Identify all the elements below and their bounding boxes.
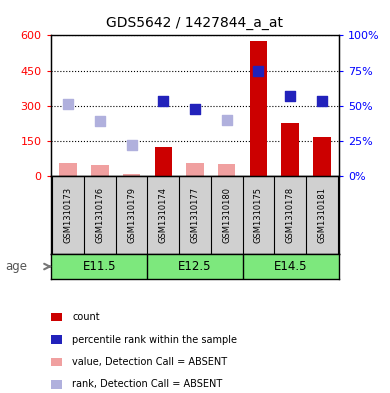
Text: GSM1310178: GSM1310178 xyxy=(285,187,294,243)
Text: E11.5: E11.5 xyxy=(83,260,117,273)
Bar xyxy=(91,165,108,176)
Text: GDS5642 / 1427844_a_at: GDS5642 / 1427844_a_at xyxy=(106,16,284,30)
Bar xyxy=(123,174,140,176)
Point xyxy=(97,118,103,124)
Point xyxy=(192,106,198,112)
Point xyxy=(255,67,262,73)
Text: E14.5: E14.5 xyxy=(273,260,307,273)
Text: rank, Detection Call = ABSENT: rank, Detection Call = ABSENT xyxy=(72,379,222,389)
Text: GSM1310174: GSM1310174 xyxy=(159,187,168,243)
Text: GSM1310176: GSM1310176 xyxy=(96,187,105,243)
Bar xyxy=(250,41,267,176)
Bar xyxy=(282,123,299,176)
Text: GSM1310180: GSM1310180 xyxy=(222,187,231,243)
Point xyxy=(287,93,293,99)
Text: GSM1310179: GSM1310179 xyxy=(127,187,136,243)
Text: GSM1310173: GSM1310173 xyxy=(64,187,73,243)
Text: GSM1310181: GSM1310181 xyxy=(317,187,326,243)
Point xyxy=(128,142,135,149)
Text: GSM1310177: GSM1310177 xyxy=(190,187,200,243)
Point xyxy=(160,98,167,104)
Bar xyxy=(186,163,204,176)
Text: E12.5: E12.5 xyxy=(178,260,212,273)
Text: GSM1310175: GSM1310175 xyxy=(254,187,263,243)
Bar xyxy=(218,164,236,176)
Bar xyxy=(313,137,331,176)
Text: count: count xyxy=(72,312,100,322)
Text: percentile rank within the sample: percentile rank within the sample xyxy=(72,334,237,345)
Point xyxy=(319,98,325,104)
Text: value, Detection Call = ABSENT: value, Detection Call = ABSENT xyxy=(72,357,227,367)
Point xyxy=(223,117,230,123)
Text: age: age xyxy=(5,260,27,273)
Point xyxy=(65,101,71,108)
Bar xyxy=(154,147,172,176)
Bar xyxy=(59,163,77,176)
